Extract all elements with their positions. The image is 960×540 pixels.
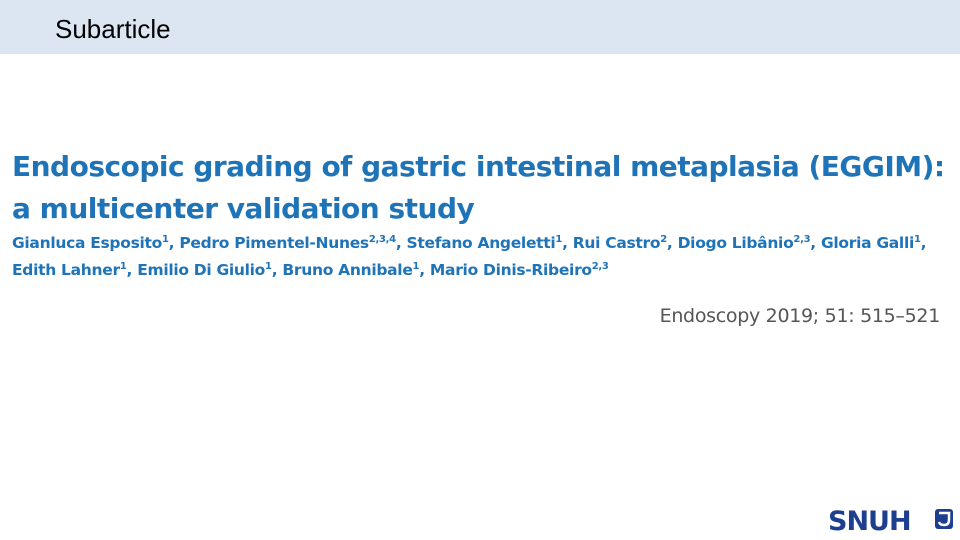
separator: ,	[168, 234, 175, 252]
author-name: Bruno Annibale	[282, 261, 413, 279]
author-affiliation: 1	[412, 261, 420, 272]
author-affiliation: 2,3	[793, 234, 811, 245]
author-affiliation: 2,3,4	[368, 234, 396, 245]
author-line: Edith Lahner1, Emilio Di Giulio1, Bruno …	[12, 257, 926, 284]
author-list: Gianluca Esposito1, Pedro Pimentel-Nunes…	[12, 230, 927, 284]
author-name: Diogo Libânio	[677, 234, 794, 252]
author-name: Gianluca Esposito	[12, 234, 162, 252]
author-name: Gloria Galli	[820, 234, 914, 252]
separator: ,	[271, 261, 278, 279]
separator: ,	[126, 261, 133, 279]
separator: ,	[666, 234, 673, 252]
title-line: a multicenter validation study	[12, 192, 475, 225]
header-title: Subarticle	[55, 14, 171, 44]
author-affiliation: 1	[555, 234, 563, 245]
logo-text: SNUH	[828, 506, 912, 537]
author-name: Edith Lahner	[12, 261, 120, 279]
author-affiliation: 1	[913, 234, 921, 245]
logo-icon	[935, 509, 953, 529]
author-name: Pedro Pimentel-Nunes	[179, 234, 369, 252]
article-title: Endoscopic grading of gastric intestinal…	[12, 146, 945, 230]
author-affiliation: 2,3	[591, 261, 609, 272]
author-name: Mario Dinis-Ribeiro	[429, 261, 592, 279]
author-name: Stefano Angeletti	[406, 234, 556, 252]
author-affiliation: 1	[265, 261, 272, 272]
separator: ,	[419, 261, 425, 279]
author-affiliation: 1	[119, 261, 127, 272]
header-bar: Subarticle	[0, 0, 960, 54]
separator: ,	[395, 234, 402, 252]
title-line: Endoscopic grading of gastric intestinal…	[12, 150, 945, 183]
author-affiliation: 1	[161, 234, 169, 245]
separator: ,	[920, 234, 927, 252]
author-name: Emilio Di Giulio	[137, 261, 266, 279]
author-name: Rui Castro	[572, 234, 661, 252]
separator: ,	[562, 234, 568, 252]
separator: ,	[810, 234, 816, 252]
author-line: Gianluca Esposito1, Pedro Pimentel-Nunes…	[12, 230, 927, 257]
citation: Endoscopy 2019; 51: 515–521	[659, 305, 941, 327]
author-affiliation: 2	[660, 234, 667, 245]
